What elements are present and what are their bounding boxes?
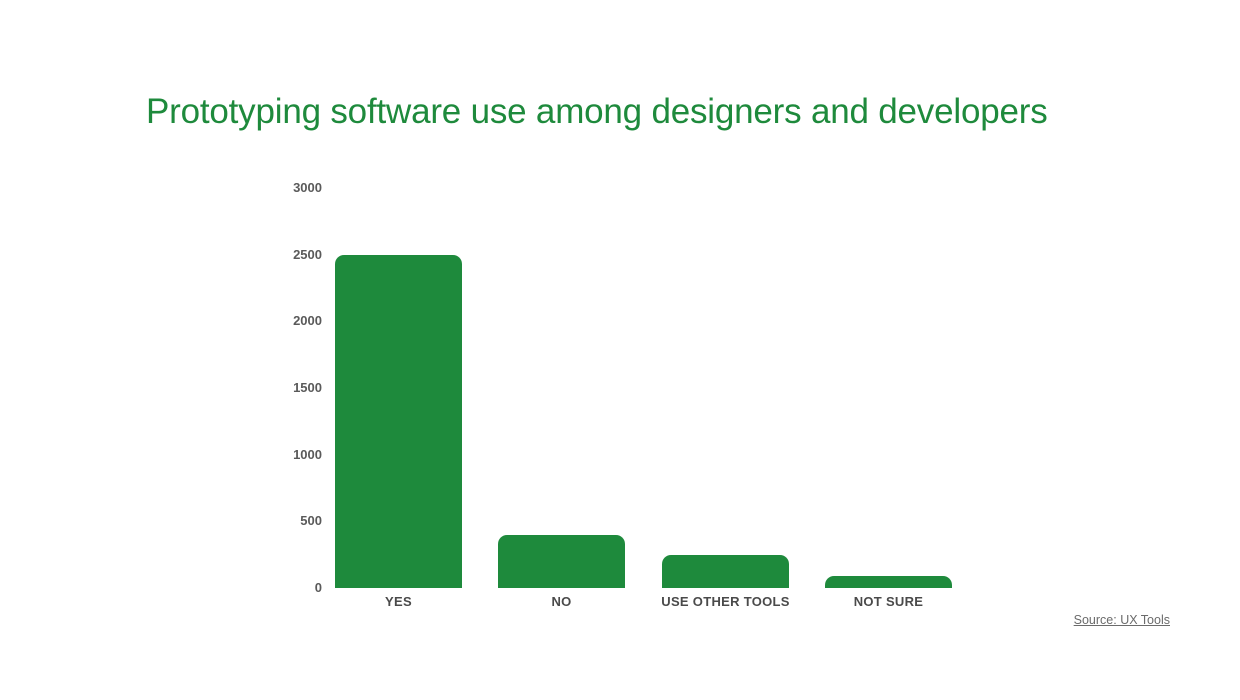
bar-group: USE OTHER TOOLS: [661, 554, 789, 609]
bar[interactable]: [662, 554, 789, 588]
bar[interactable]: [335, 254, 462, 588]
source-link[interactable]: Source: UX Tools: [1073, 613, 1170, 627]
y-axis-tick-label: 3000: [293, 180, 322, 195]
page-title: Prototyping software use among designers…: [146, 92, 1048, 131]
y-axis-tick-label: 2000: [293, 313, 322, 329]
x-axis-category-label: USE OTHER TOOLS: [661, 594, 790, 609]
bar-group: NO: [498, 534, 625, 609]
x-axis-category-label: YES: [385, 594, 412, 609]
y-axis-tick-label: 500: [300, 513, 322, 529]
x-axis-category-label: NOT SURE: [853, 594, 924, 609]
y-axis-tick-label: 2500: [293, 246, 322, 262]
y-axis-tick-label: 0: [314, 580, 322, 595]
x-axis-category-label: NO: [551, 594, 572, 609]
bar-group: NOT SURE: [825, 576, 952, 609]
bar[interactable]: [498, 534, 625, 588]
y-axis: 0 500 1000 1500 2000 2500 3000: [262, 0, 322, 700]
y-axis-tick-label: 1000: [293, 446, 322, 462]
y-axis-tick-label: 1500: [293, 380, 322, 395]
bar-group: YES: [335, 254, 462, 609]
bar[interactable]: [825, 576, 952, 588]
